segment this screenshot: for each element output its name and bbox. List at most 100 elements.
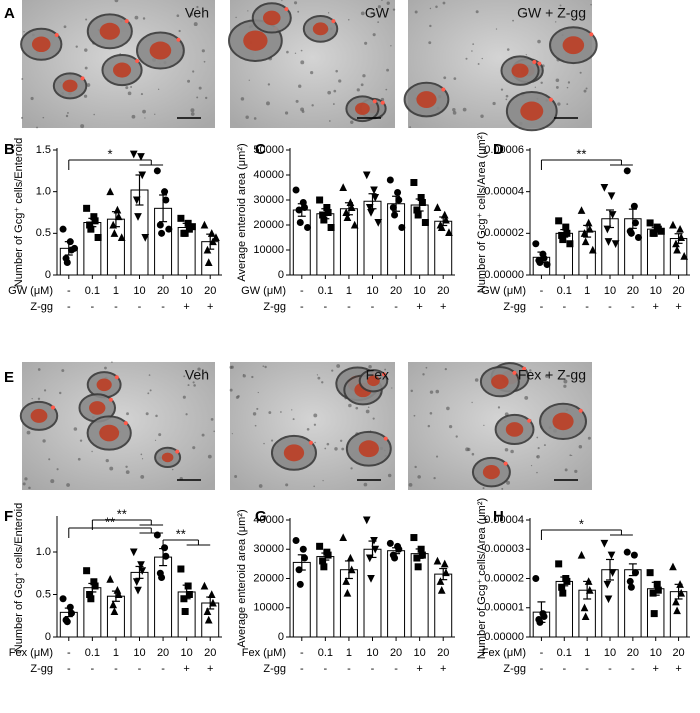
x-tick-label: -	[562, 301, 566, 313]
debris	[327, 12, 330, 14]
debris	[465, 447, 470, 452]
data-point	[323, 204, 331, 211]
x-tick-label: 1	[113, 647, 119, 659]
data-point	[608, 569, 617, 577]
data-point	[650, 610, 658, 618]
x-tick-label: 10	[133, 285, 145, 297]
debris	[75, 45, 78, 48]
debris	[131, 114, 136, 119]
data-point	[577, 206, 586, 214]
debris	[385, 88, 388, 91]
data-point	[417, 194, 425, 201]
debris	[213, 430, 215, 433]
row-label: Z-gg	[30, 301, 53, 313]
debris	[248, 79, 250, 81]
debris	[327, 90, 332, 95]
organoid-core	[416, 91, 437, 108]
x-tick-label: +	[416, 301, 422, 313]
data-point	[59, 595, 67, 603]
red-spot	[108, 397, 113, 402]
data-point	[414, 563, 422, 571]
y-tick-label: 0	[278, 269, 284, 281]
row-label: Z-gg	[503, 663, 526, 675]
x-tick-label: 10	[181, 647, 193, 659]
data-point	[184, 582, 192, 590]
debris	[310, 71, 314, 75]
debris	[545, 374, 549, 378]
data-point	[156, 221, 164, 229]
debris	[335, 69, 338, 73]
x-tick-label: -	[138, 301, 142, 313]
debris	[386, 1, 390, 5]
data-point	[563, 577, 571, 585]
red-spot	[383, 436, 388, 441]
debris	[408, 482, 413, 487]
data-point	[630, 202, 638, 210]
y-tick-label: 10000	[253, 244, 284, 256]
debris	[347, 19, 350, 21]
data-point	[301, 204, 309, 211]
x-tick-label: -	[91, 663, 95, 675]
debris	[443, 76, 447, 80]
debris	[145, 412, 149, 416]
row-label: Z-gg	[30, 663, 53, 675]
x-tick-label: 10	[366, 647, 378, 659]
data-point	[316, 196, 324, 204]
data-point	[627, 583, 635, 591]
debris	[306, 427, 310, 431]
debris	[567, 81, 571, 84]
debris	[31, 398, 33, 400]
x-tick-label: 10	[414, 285, 426, 297]
data-point	[623, 167, 631, 175]
debris	[317, 376, 321, 380]
data-point	[207, 590, 216, 598]
data-point	[346, 553, 355, 562]
data-point	[114, 212, 123, 221]
data-point	[563, 229, 571, 237]
debris	[500, 88, 504, 91]
debris	[524, 396, 529, 400]
image-label: Fex + Z-gg	[518, 367, 586, 383]
data-point	[94, 234, 102, 241]
bar	[339, 569, 358, 638]
organoid-core	[358, 440, 379, 458]
data-point	[581, 237, 590, 246]
y-tick-label: 0.00002	[484, 572, 524, 584]
data-point	[676, 224, 684, 233]
debris	[300, 60, 305, 65]
debris	[363, 482, 368, 487]
data-point	[339, 533, 348, 542]
debris	[316, 374, 319, 376]
debris	[384, 368, 387, 371]
row-label: GW (μM)	[241, 285, 286, 297]
debris	[125, 465, 128, 469]
data-point	[185, 591, 193, 598]
data-point	[106, 575, 115, 583]
row-label: Fex (μM)	[9, 647, 53, 659]
y-tick-label: 0	[45, 631, 51, 643]
red-spot	[124, 19, 129, 24]
data-point	[581, 612, 590, 621]
debris	[65, 114, 69, 118]
debris	[91, 450, 93, 453]
data-point	[83, 567, 91, 575]
panel-letter: F	[4, 508, 13, 525]
debris	[373, 13, 376, 16]
debris	[471, 50, 473, 52]
debris	[444, 367, 447, 371]
data-point	[410, 179, 418, 186]
data-point	[87, 595, 95, 603]
data-point	[391, 554, 399, 562]
data-point	[327, 224, 335, 231]
x-tick-label: -	[347, 663, 351, 675]
debris	[210, 417, 214, 421]
data-point	[604, 595, 613, 604]
data-point	[296, 580, 304, 588]
debris	[267, 83, 271, 86]
panel-letter: D	[493, 141, 504, 158]
significance: **	[105, 514, 115, 529]
debris	[105, 458, 109, 463]
data-point	[90, 213, 98, 221]
bar	[154, 556, 173, 638]
y-tick-label: 0.00004	[484, 514, 524, 526]
